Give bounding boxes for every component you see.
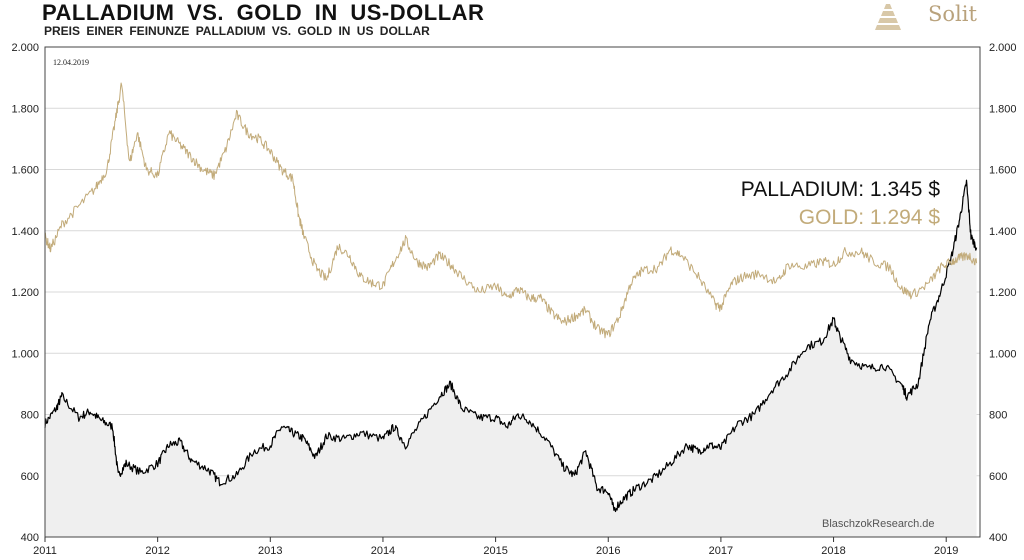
series-lines xyxy=(44,82,978,513)
plot-frame xyxy=(44,46,981,538)
y-tick-label-left: 1.000 xyxy=(11,348,39,360)
solit-logo-icon xyxy=(875,4,901,30)
series-line-gold xyxy=(44,82,978,339)
x-tick-label: 2017 xyxy=(709,545,733,557)
x-tick-label: 2011 xyxy=(33,545,57,557)
palladium-area xyxy=(45,180,977,537)
y-tick-label-left: 1.400 xyxy=(11,226,39,238)
y-axis-left: 2.000 1.800 1.600 1.400 1.200 1.000 800 600 400 xyxy=(11,42,39,544)
y-axis-right: 2.000 1.800 1.600 1.400 1.200 1.000 800 600 400 xyxy=(989,42,1017,544)
chart-subtitle: PREIS EINER FEINUNZE PALLADIUM VS. GOLD … xyxy=(44,24,430,38)
y-tick-label-right: 1.400 xyxy=(989,226,1017,238)
y-tick-label-left: 1.800 xyxy=(11,103,39,115)
y-tick-label-right: 2.000 xyxy=(989,42,1017,54)
x-tick-label: 2014 xyxy=(371,545,395,557)
palladium-value-label: PALLADIUM: 1.345 $ xyxy=(740,178,940,201)
plot-border xyxy=(44,46,981,538)
x-tick-label: 2019 xyxy=(934,545,958,557)
y-tick-label-left: 1.600 xyxy=(11,165,39,177)
y-tick-label-right: 1.000 xyxy=(989,348,1017,360)
x-axis: 2011 2012 2013 2014 2015 2016 2017 2018 2019 xyxy=(33,537,958,557)
series-line-palladium xyxy=(44,179,978,513)
y-tick-label-right: 1.200 xyxy=(989,287,1017,299)
y-tick-label-left: 400 xyxy=(21,532,39,544)
x-tick-label: 2018 xyxy=(821,545,845,557)
x-tick-label: 2015 xyxy=(483,545,507,557)
x-tick-label: 2016 xyxy=(596,545,620,557)
y-tick-label-right: 600 xyxy=(989,471,1007,483)
y-tick-label-left: 1.200 xyxy=(11,287,39,299)
y-tick-label-left: 800 xyxy=(21,410,39,422)
y-tick-label-right: 400 xyxy=(989,532,1007,544)
y-tick-label-left: 600 xyxy=(21,471,39,483)
x-tick-label: 2013 xyxy=(258,545,282,557)
logo-text: Solit xyxy=(928,2,977,26)
date-label: 12.04.2019 xyxy=(53,58,89,67)
y-tick-label-right: 1.600 xyxy=(989,165,1017,177)
y-tick-label-right: 800 xyxy=(989,410,1007,422)
source-credit: BlaschzokResearch.de xyxy=(822,518,935,530)
chart-title: PALLADIUM VS. GOLD IN US-DOLLAR xyxy=(42,0,485,25)
gold-value-label: GOLD: 1.294 $ xyxy=(798,206,940,229)
y-tick-label-right: 1.800 xyxy=(989,103,1017,115)
x-tick-label: 2012 xyxy=(145,545,169,557)
y-tick-label-left: 2.000 xyxy=(11,42,39,54)
series-area-palladium xyxy=(45,180,977,537)
